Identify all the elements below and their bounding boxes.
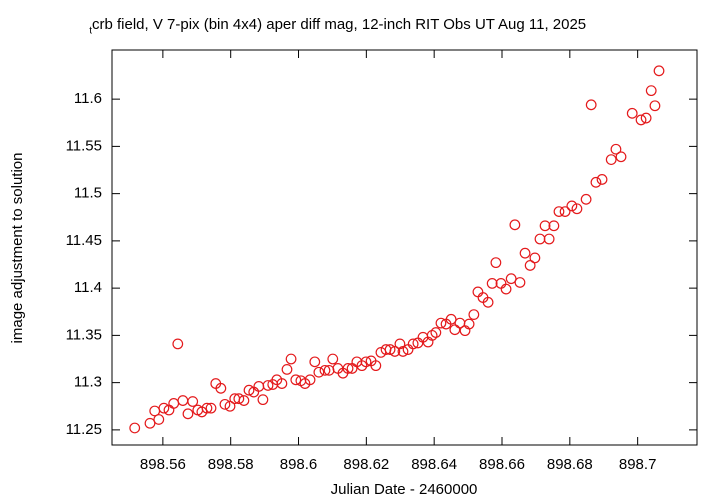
data-point — [445, 313, 457, 325]
data-point — [490, 257, 502, 269]
chart-title: crb field, V 7-pix (bin 4x4) aper diff m… — [92, 16, 586, 33]
data-point — [571, 203, 583, 215]
data-point — [356, 360, 368, 372]
data-point — [482, 296, 494, 308]
x-tick-label: 898.66 — [479, 456, 525, 473]
data-point — [548, 220, 560, 232]
data-point — [319, 364, 331, 376]
data-point — [281, 364, 293, 375]
data-point — [285, 353, 297, 365]
data-point — [342, 363, 354, 374]
data-point — [539, 220, 551, 232]
data-point — [257, 394, 269, 406]
data-point — [580, 193, 592, 205]
x-tick-label: 898.6 — [280, 456, 318, 473]
data-point — [449, 324, 461, 336]
data-point — [605, 154, 617, 166]
data-point — [509, 219, 521, 231]
data-point — [187, 396, 199, 407]
data-point — [158, 402, 170, 414]
data-point — [172, 338, 184, 350]
x-tick-label: 898.62 — [343, 456, 389, 473]
data-point — [243, 384, 255, 396]
data-point — [370, 360, 382, 372]
data-point — [360, 356, 372, 368]
x-tick-label: 898.64 — [411, 456, 457, 473]
data-point — [129, 422, 141, 434]
data-point — [153, 414, 165, 425]
data-point — [304, 374, 316, 386]
data-point — [182, 408, 194, 420]
data-point — [233, 393, 245, 405]
x-tick-label: 898.7 — [619, 456, 657, 473]
data-point — [215, 382, 227, 394]
data-point — [559, 206, 571, 217]
data-point — [610, 143, 622, 155]
data-point — [463, 318, 475, 330]
data-point — [219, 398, 231, 410]
data-point — [276, 378, 288, 389]
data-point — [626, 107, 638, 119]
data-point — [529, 252, 541, 264]
y-tick-label: 11.25 — [66, 421, 102, 438]
y-tick-label: 11.6 — [74, 90, 102, 107]
x-axis-label: Julian Date - 2460000 — [331, 481, 478, 498]
data-point — [543, 233, 555, 245]
y-axis-label: image adjustment to solution — [9, 153, 26, 344]
data-point — [596, 174, 608, 185]
data-point — [435, 317, 447, 329]
data-point — [615, 151, 627, 163]
data-point — [205, 402, 217, 414]
data-point — [468, 309, 480, 320]
data-point — [590, 176, 602, 188]
data-point — [514, 277, 526, 288]
data-point — [500, 283, 512, 295]
y-tick-label: 11.55 — [66, 137, 102, 154]
data-point — [224, 400, 236, 412]
y-tick-label: 11.35 — [66, 326, 102, 343]
y-tick-label: 11.3 — [74, 374, 102, 391]
data-point — [407, 338, 419, 350]
data-point — [389, 346, 401, 357]
data-point — [201, 402, 213, 414]
data-point — [585, 99, 597, 111]
plot-frame — [111, 49, 698, 446]
y-tick-label: 11.45 — [66, 232, 102, 249]
x-tick-label: 898.56 — [140, 456, 186, 473]
data-point — [290, 374, 302, 386]
chart-title-prefix: t — [89, 26, 92, 37]
data-point — [640, 112, 652, 124]
data-point — [262, 380, 274, 391]
data-point — [519, 247, 531, 259]
data-point — [505, 273, 517, 285]
data-point — [430, 327, 442, 338]
data-point — [327, 353, 339, 365]
data-point — [397, 346, 409, 357]
data-point — [649, 100, 661, 112]
data-point — [313, 366, 325, 378]
data-point — [566, 200, 578, 212]
data-point — [144, 417, 156, 429]
data-point — [238, 395, 250, 406]
data-point — [384, 344, 396, 355]
x-tick-label: 898.58 — [208, 456, 254, 473]
x-tick-label: 898.68 — [547, 456, 593, 473]
y-tick-label: 11.4 — [74, 279, 102, 296]
data-point — [524, 260, 536, 271]
y-tick-label: 11.5 — [74, 185, 102, 202]
data-point — [635, 114, 647, 126]
data-point — [486, 278, 498, 289]
data-point — [653, 65, 665, 77]
data-point — [645, 85, 657, 97]
data-point — [394, 338, 406, 350]
data-point — [553, 206, 565, 217]
data-point — [309, 356, 321, 368]
